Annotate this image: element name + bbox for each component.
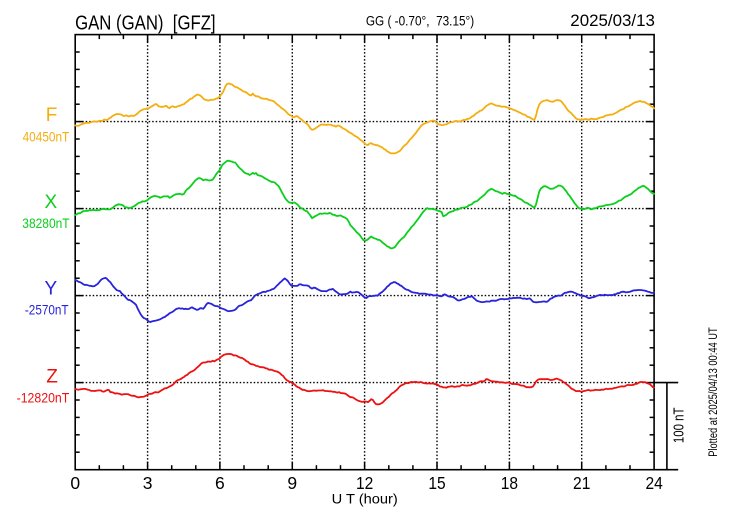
svg-text:U T (hour): U T (hour) bbox=[332, 491, 398, 507]
svg-text:F: F bbox=[46, 105, 58, 126]
svg-text:-12820nT: -12820nT bbox=[17, 390, 70, 406]
svg-text:Y: Y bbox=[45, 278, 58, 299]
svg-text:2025/03/13: 2025/03/13 bbox=[570, 11, 655, 30]
svg-text:21: 21 bbox=[573, 473, 590, 493]
svg-text:12: 12 bbox=[356, 473, 373, 493]
svg-text:Z: Z bbox=[46, 366, 58, 387]
svg-text:3: 3 bbox=[143, 473, 153, 493]
svg-text:GAN (GAN) [GFZ]: GAN (GAN) [GFZ] bbox=[75, 13, 216, 35]
svg-text:X: X bbox=[45, 192, 58, 213]
svg-text:GG ( -0.70°, 73.15°): GG ( -0.70°, 73.15°) bbox=[366, 14, 474, 29]
svg-text:Plotted at 2025/04/13 00:44 UT: Plotted at 2025/04/13 00:44 UT bbox=[708, 327, 720, 457]
svg-text:40450nT: 40450nT bbox=[23, 129, 70, 145]
svg-text:9: 9 bbox=[287, 473, 297, 493]
svg-text:18: 18 bbox=[501, 473, 518, 493]
svg-text:15: 15 bbox=[428, 473, 445, 493]
svg-text:24: 24 bbox=[645, 473, 663, 493]
svg-text:0: 0 bbox=[70, 473, 80, 493]
svg-text:6: 6 bbox=[215, 473, 225, 493]
svg-text:-2570nT: -2570nT bbox=[25, 302, 69, 318]
svg-text:100 nT: 100 nT bbox=[671, 408, 688, 444]
svg-text:38280nT: 38280nT bbox=[22, 215, 70, 231]
